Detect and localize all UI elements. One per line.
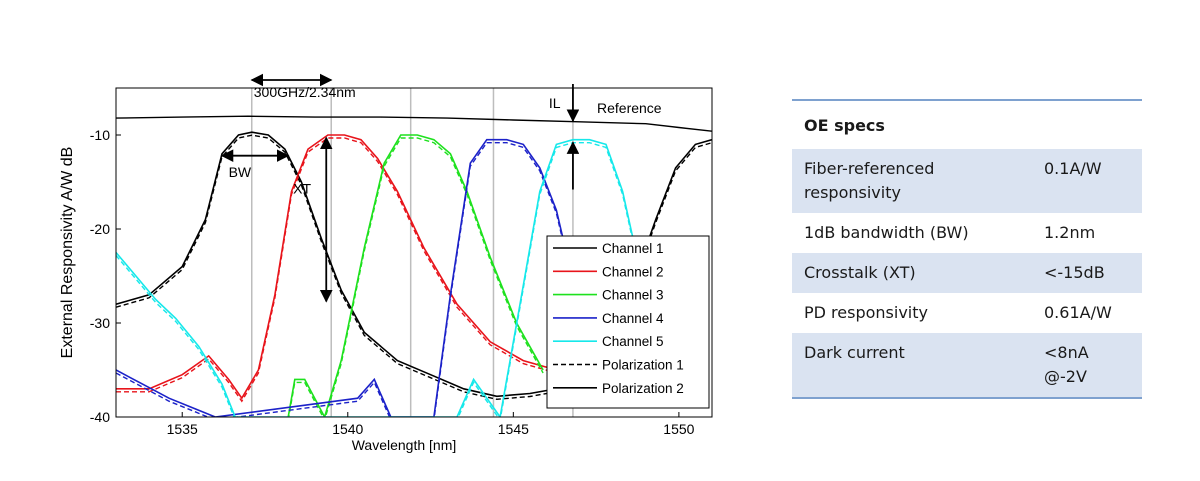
y-tick-label: -10 [90,127,110,143]
reference-line [116,115,712,132]
spec-name: PD responsivity [804,303,928,322]
series-polarization-2-line [287,134,544,417]
legend-entry-label: Channel 4 [602,311,664,326]
bandwidth-label: BW [229,164,252,180]
series-polarization-1-line [288,137,544,417]
series-polarization-1-line [116,134,712,401]
series-polarization-2-line [116,138,640,417]
spec-row: Fiber-referenced responsivity 0.1A/W [792,149,1142,213]
specs-header: OE specs [792,99,1142,149]
spec-value: 0.61A/W [1044,303,1112,322]
y-tick-label: -20 [90,221,110,237]
spec-name: Crosstalk (XT) [792,253,1032,293]
legend-box [546,235,710,409]
legend-entry-label: Polarization 1 [602,358,684,373]
legend-entry-label: Channel 2 [602,264,664,279]
series-polarization-1-line [116,137,557,403]
legend-entry-label: Channel 5 [602,334,664,349]
x-tick-label: 1550 [663,421,694,437]
spec-row: PD responsivity 0.61A/W [792,293,1142,333]
legend-entry-label: Channel 3 [602,288,664,303]
x-axis-label: Wavelength [nm] [352,437,457,453]
spec-row: Dark current <8nA @-2V [792,333,1142,399]
spacing-label: 300GHz/2.34nm [254,84,356,100]
x-tick-label: 1545 [498,421,529,437]
spec-value: <-15dB [1032,253,1142,293]
x-tick-label: 1540 [332,421,363,437]
annotations: 300GHz/2.34nm BW XT IL Reference [220,73,662,303]
legend: Channel 1 Channel 2 Channel 3 Channel 4 Chan… [546,235,710,409]
spec-row: 1dB bandwidth (BW) 1.2nm [792,213,1142,253]
spec-value: 0.1A/W [1032,149,1142,213]
y-tick-label: -40 [90,409,110,425]
spec-name: Fiber-referenced responsivity [792,149,1032,213]
spec-value: <8nA @-2V [1032,333,1142,399]
series-polarization-1-line [116,142,640,417]
spec-name: 1dB bandwidth (BW) [804,223,969,242]
legend-entry-label: Channel 1 [602,241,664,256]
x-tick-label: 1535 [167,421,198,437]
spec-row: Crosstalk (XT) <-15dB [792,253,1142,293]
insertion-loss-label: IL [549,95,561,111]
reference-label: Reference [597,100,662,116]
y-axis-label: External Responsivity A/W dB [59,147,76,359]
spec-value: 1.2nm [1044,223,1096,242]
legend-entry-label: Polarization 2 [602,381,684,396]
y-tick-label: -30 [90,315,110,331]
axes: 1535 1540 1545 1550 -10 -20 -30 -40 Wavelength [… [59,127,695,453]
plot-frame [115,87,713,418]
spec-name: Dark current [792,333,1032,399]
series-polarization-2-line [116,138,597,417]
oe-specs-table: OE specs Fiber-referenced responsivity 0… [792,99,1142,399]
responsivity-chart: 1535 1540 1545 1550 -10 -20 -30 -40 Wavelength [… [59,73,713,453]
crosstalk-label: XT [293,180,311,196]
